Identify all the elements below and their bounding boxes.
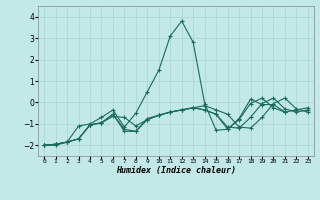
X-axis label: Humidex (Indice chaleur): Humidex (Indice chaleur) [116,166,236,175]
